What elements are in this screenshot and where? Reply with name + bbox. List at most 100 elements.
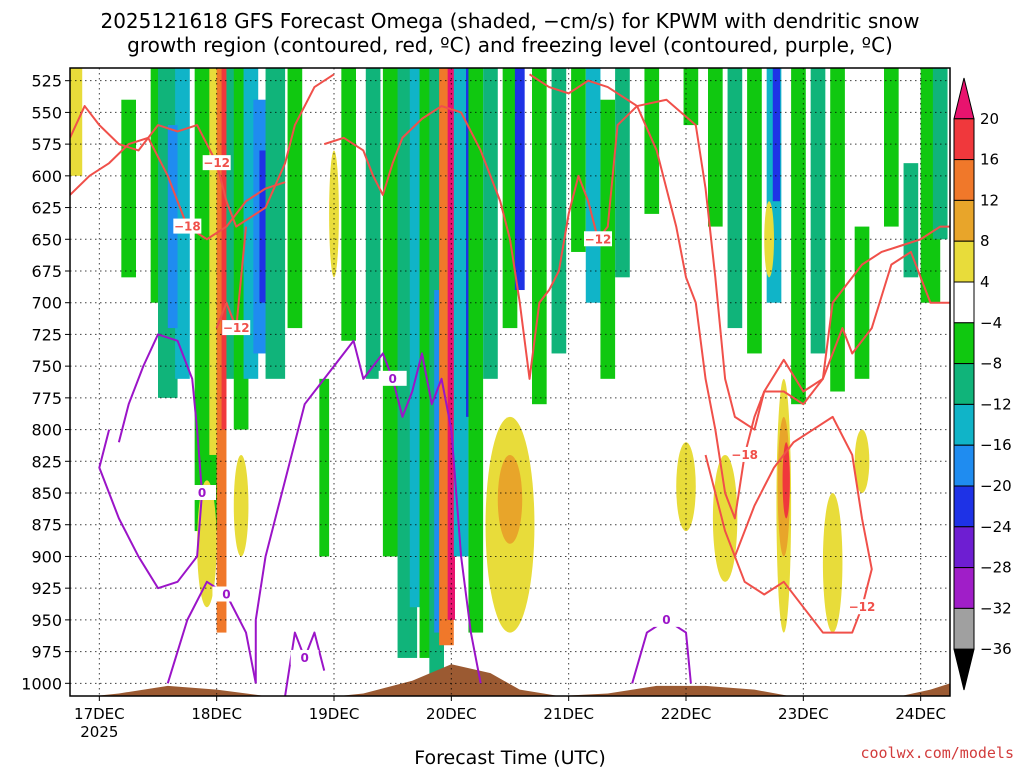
colorbar-label-6: −8 [980, 355, 1002, 373]
dgz-contour-label-bg-4 [730, 446, 759, 462]
colorbar: 20 16 12 8 4 −4 −8 −12 −16 −20 −24 −28 −32 −36 [953, 77, 1012, 691]
plot-area: −12 −18 −12 −12 −18 −12 0 0 0 0 0 [70, 68, 950, 696]
axes-layer: 525 550 575 600 625 650 675 700 725 750 775 800 825 8… [21, 72, 946, 741]
dgz-contour-line-4 [529, 73, 950, 520]
y-tick-label-850: 850 [31, 484, 62, 503]
plot-frame [69, 67, 951, 697]
colorbar-label-0: 20 [980, 110, 999, 128]
dgz-contour-label-bg-2 [222, 320, 251, 336]
y-tick-label-900: 900 [31, 547, 62, 566]
colorbar-segment-2 [953, 159, 975, 201]
omega-band-31 [483, 68, 498, 379]
omega-blob-11 [854, 429, 870, 494]
colorbar-segment-7 [953, 363, 975, 405]
y-tick-label-650: 650 [31, 230, 62, 249]
omega-blob-12 [764, 201, 774, 278]
chart-title-line-1: 2025121618 GFS Forecast Omega (shaded, −… [100, 9, 919, 33]
dgz-contour-label-bg-3 [584, 231, 612, 247]
omega-band-44 [747, 68, 762, 354]
freezing-contour-label-bg-0 [188, 485, 216, 501]
y-tick-label-625: 625 [31, 199, 62, 218]
freezing-contour-label-bg-3 [290, 649, 319, 665]
dgz-contour-label-2: −12 [223, 321, 250, 335]
omega-band-5 [167, 125, 178, 329]
colorbar-segment-6 [953, 322, 975, 365]
dgz-contour-label-bg-1 [173, 218, 202, 234]
omega-band-19 [365, 68, 381, 379]
colorbar-segment-13 [953, 607, 975, 650]
freezing-contour-label-bg-1 [212, 586, 241, 602]
x-axis-title: Forecast Time (UTC) [414, 747, 605, 768]
colorbar-segment-12 [953, 567, 975, 609]
dgz-contour-label-0: −12 [203, 156, 230, 170]
freezing-contour-label-4: 0 [662, 613, 670, 627]
omega-band-30 [468, 68, 484, 633]
dgz-contour-label-bg-5 [848, 599, 876, 615]
freezing-contour-label-2: 0 [388, 372, 396, 386]
omega-blob-6 [712, 454, 738, 582]
colorbar-label-7: −12 [980, 395, 1012, 413]
x-tick-label-23DEC: 23DEC [778, 705, 829, 723]
x-tick-label-17DEC: 17DEC [74, 705, 125, 723]
dendritic-growth-contours: −12 −18 −12 −12 −18 −12 [70, 73, 950, 634]
y-tick-label-975: 975 [31, 643, 62, 662]
omega-band-54 [932, 68, 948, 240]
dgz-contour-line-1 [70, 136, 286, 241]
colorbar-label-13: −36 [980, 640, 1012, 658]
dgz-contour-label-4: −18 [731, 448, 758, 462]
y-tick-label-600: 600 [31, 167, 62, 186]
x-tick-label-19DEC: 19DEC [309, 705, 360, 723]
omega-band-43 [727, 68, 743, 329]
grid-layer [70, 68, 950, 696]
omega-band-9 [221, 68, 227, 430]
y-tick-label-675: 675 [31, 262, 62, 281]
x-tick-label-18DEC: 18DEC [191, 705, 242, 723]
omega-band-48 [810, 68, 826, 354]
omega-band-35 [551, 68, 567, 354]
colorbar-label-11: −28 [980, 559, 1012, 577]
omega-band-16 [287, 68, 303, 329]
y-tick-label-575: 575 [31, 135, 62, 154]
omega-band-51 [884, 68, 899, 227]
terrain-fill [70, 664, 950, 696]
freezing-contour-label-3: 0 [300, 651, 308, 665]
omega-blob-5 [676, 442, 696, 532]
dgz-contour-label-bg-0 [202, 155, 231, 171]
chart-title-line-2: growth region (contoured, red, ºC) and f… [127, 33, 893, 57]
y-tick-label-525: 525 [31, 72, 62, 91]
freezing-contour-label-bg-4 [652, 611, 681, 627]
dgz-contour-label-3: −12 [585, 232, 612, 246]
y-tick-label-725: 725 [31, 325, 62, 344]
y-tick-label-825: 825 [31, 452, 62, 471]
omega-band-33 [514, 68, 525, 291]
colorbar-label-9: −20 [980, 477, 1012, 495]
omega-band-17 [341, 68, 356, 341]
omega-band-10 [226, 68, 237, 379]
dgz-contour-line-0 [70, 73, 335, 228]
x-tick-label-24DEC: 24DEC [895, 705, 946, 723]
colorbar-label-5: −4 [980, 314, 1002, 332]
x-tick-label-22DEC: 22DEC [661, 705, 712, 723]
y-tick-label-750: 750 [31, 357, 62, 376]
y-tick-label-700: 700 [31, 294, 62, 313]
terrain-layer [70, 664, 950, 696]
colorbar-segment-4 [953, 240, 975, 283]
colorbar-label-8: −16 [980, 436, 1012, 454]
colorbar-label-1: 16 [980, 151, 999, 169]
credit-text: coolwx.com/models [860, 744, 1014, 762]
y-tick-label-875: 875 [31, 516, 62, 535]
omega-band-14 [259, 150, 267, 303]
omega-band-52 [903, 163, 919, 278]
x-tick-sublabel-17DEC: 2025 [80, 723, 118, 741]
omega-blob-4 [497, 454, 523, 544]
colorbar-segment-5 [953, 281, 975, 324]
freezing-contour-label-0: 0 [198, 486, 206, 500]
omega-blob-1 [233, 454, 249, 557]
y-tick-label-775: 775 [31, 389, 62, 408]
y-tick-label-950: 950 [31, 611, 62, 630]
colorbar-segment-1 [953, 118, 975, 161]
omega-band-41 [683, 68, 699, 126]
omega-band-18 [319, 378, 330, 557]
omega-band-0 [70, 68, 83, 176]
